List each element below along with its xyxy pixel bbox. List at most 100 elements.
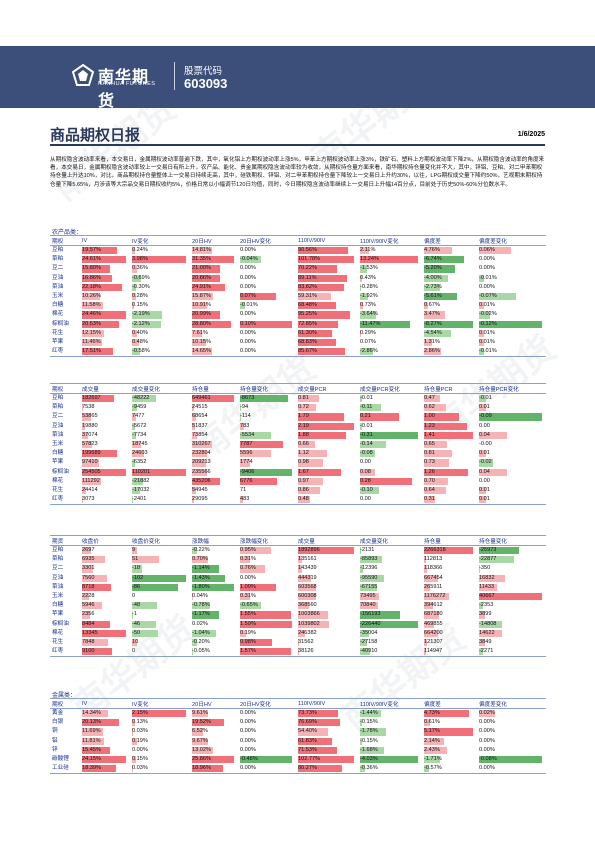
value-bar	[192, 556, 209, 564]
cell-text: -7734	[132, 431, 147, 438]
table-cell: 483	[238, 495, 296, 506]
column-header: 持仓量PCR	[422, 383, 477, 394]
value-bar	[192, 440, 213, 449]
value-bar	[82, 265, 111, 273]
cell-text: 4.73%	[424, 710, 440, 716]
table-cell: -4.03%	[358, 755, 422, 764]
cell-text: 15.87%	[192, 292, 211, 299]
table-cell: -1.71%	[422, 755, 477, 764]
table-cell: -5534	[238, 431, 296, 440]
cell-text: 667454	[424, 574, 443, 581]
table-cell: 2266318	[422, 546, 477, 556]
cell-text: 20.53%	[82, 320, 101, 327]
table-cell: 112813	[422, 555, 477, 564]
table-cell: 114947	[422, 647, 477, 658]
table-cell: 664200	[422, 629, 477, 638]
column-header: 持仓量	[190, 383, 238, 394]
column-header: 收盘价变化	[130, 535, 190, 546]
value-bar	[424, 565, 427, 573]
value-bar	[360, 422, 362, 430]
table-cell: 0.00	[358, 495, 422, 506]
table-cell: 0.04%	[190, 592, 238, 601]
table-cell: 121307	[422, 638, 477, 647]
value-bar	[360, 274, 362, 282]
value-bar	[132, 547, 137, 555]
table-cell: -350	[477, 564, 546, 573]
cell-text: 玉米	[52, 440, 64, 447]
table-cell: 3.98%	[130, 255, 190, 264]
value-bar	[82, 728, 104, 736]
value-bar	[82, 338, 103, 347]
cell-text: 0.15%	[132, 755, 148, 762]
cell-text: 0.04	[479, 468, 490, 475]
cell-text: 182697	[82, 395, 101, 401]
table-cell: 0.24%	[130, 246, 190, 256]
column-header: 20日HV变化	[238, 698, 296, 709]
cell-text: -46	[132, 620, 141, 627]
table-cell: 13345	[80, 629, 130, 638]
table-cell: 209213	[190, 458, 238, 467]
cell-text: 11.46%	[82, 338, 101, 345]
table-cell: 61.30%	[296, 329, 358, 338]
cell-text: 花生	[52, 486, 64, 493]
column-header: 成交量PCR	[296, 383, 358, 394]
cell-text: -156193	[360, 611, 381, 618]
cell-text: 85.67%	[298, 348, 317, 355]
cell-text: 0.04	[479, 431, 490, 438]
cell-text: 0.10%	[240, 320, 256, 327]
cell-text: 0.00%	[132, 746, 148, 753]
cell-text: 71	[240, 486, 247, 493]
cell-text: 0.73%	[360, 302, 376, 309]
value-bar	[298, 547, 354, 555]
cell-text: 1176272	[424, 592, 446, 599]
cell-text: 110201	[132, 468, 151, 475]
cell-text: -11.47%	[360, 320, 381, 327]
cell-text: 花生	[52, 329, 64, 336]
cell-text: -1.92%	[360, 292, 378, 299]
value-bar	[192, 728, 203, 736]
value-bar	[479, 755, 542, 764]
table-cell: 3073	[80, 495, 130, 506]
table-cell: 0.61%	[422, 718, 477, 727]
table-cell: 10	[130, 638, 190, 647]
table-cell: 0.13%	[130, 718, 190, 727]
metal-iv-table: 期权 IV IV变化 20日HV 20日HV变化 110IV/90IV 110IV/90IV…	[50, 698, 546, 775]
table-cell: 0.95%	[238, 546, 296, 556]
header-banner	[0, 46, 595, 108]
table-row: 碳酸锂 24.15% 0.15% 25.86% -0.48% 102.77% -4.03% -…	[50, 755, 546, 764]
value-bar	[424, 592, 450, 601]
cell-text: 0.31%	[240, 592, 256, 599]
value-bar	[240, 459, 250, 467]
value-bar	[132, 431, 136, 439]
table-cell: 3899	[477, 610, 546, 619]
cell-text: 40667	[479, 592, 495, 599]
value-bar	[240, 404, 241, 412]
column-header: 110IV/90IV	[296, 235, 358, 246]
cell-text: 265911	[424, 583, 443, 590]
row-name: 白糖	[50, 449, 80, 458]
cell-text: 豆二	[52, 265, 64, 272]
value-bar	[132, 404, 137, 412]
value-bar	[240, 611, 291, 619]
cell-text: 棕榈油	[52, 320, 69, 327]
value-bar	[240, 620, 292, 628]
row-name: 豆油	[50, 422, 80, 431]
cell-text: -40910	[360, 648, 378, 655]
value-bar	[192, 283, 226, 291]
cell-text: 0.19%	[132, 737, 148, 744]
value-bar	[424, 765, 430, 773]
table-cell: 70.22%	[296, 264, 358, 273]
value-bar	[360, 602, 379, 610]
cell-text: -2131	[360, 547, 375, 553]
cell-text: 1.57%	[240, 648, 256, 655]
cell-text: 9	[132, 547, 136, 553]
column-header: 持仓量变化	[477, 535, 546, 546]
table-row: 棕榈油 8484 -46 0.02% 1.59% 1039802 -226440 469855…	[50, 620, 546, 629]
value-bar	[82, 431, 89, 439]
table-cell: 12.15%	[80, 329, 130, 338]
value-bar	[298, 302, 336, 310]
cell-text: 0.31%	[240, 556, 256, 563]
value-bar	[424, 648, 427, 656]
value-bar	[192, 395, 234, 403]
value-bar	[424, 431, 473, 439]
